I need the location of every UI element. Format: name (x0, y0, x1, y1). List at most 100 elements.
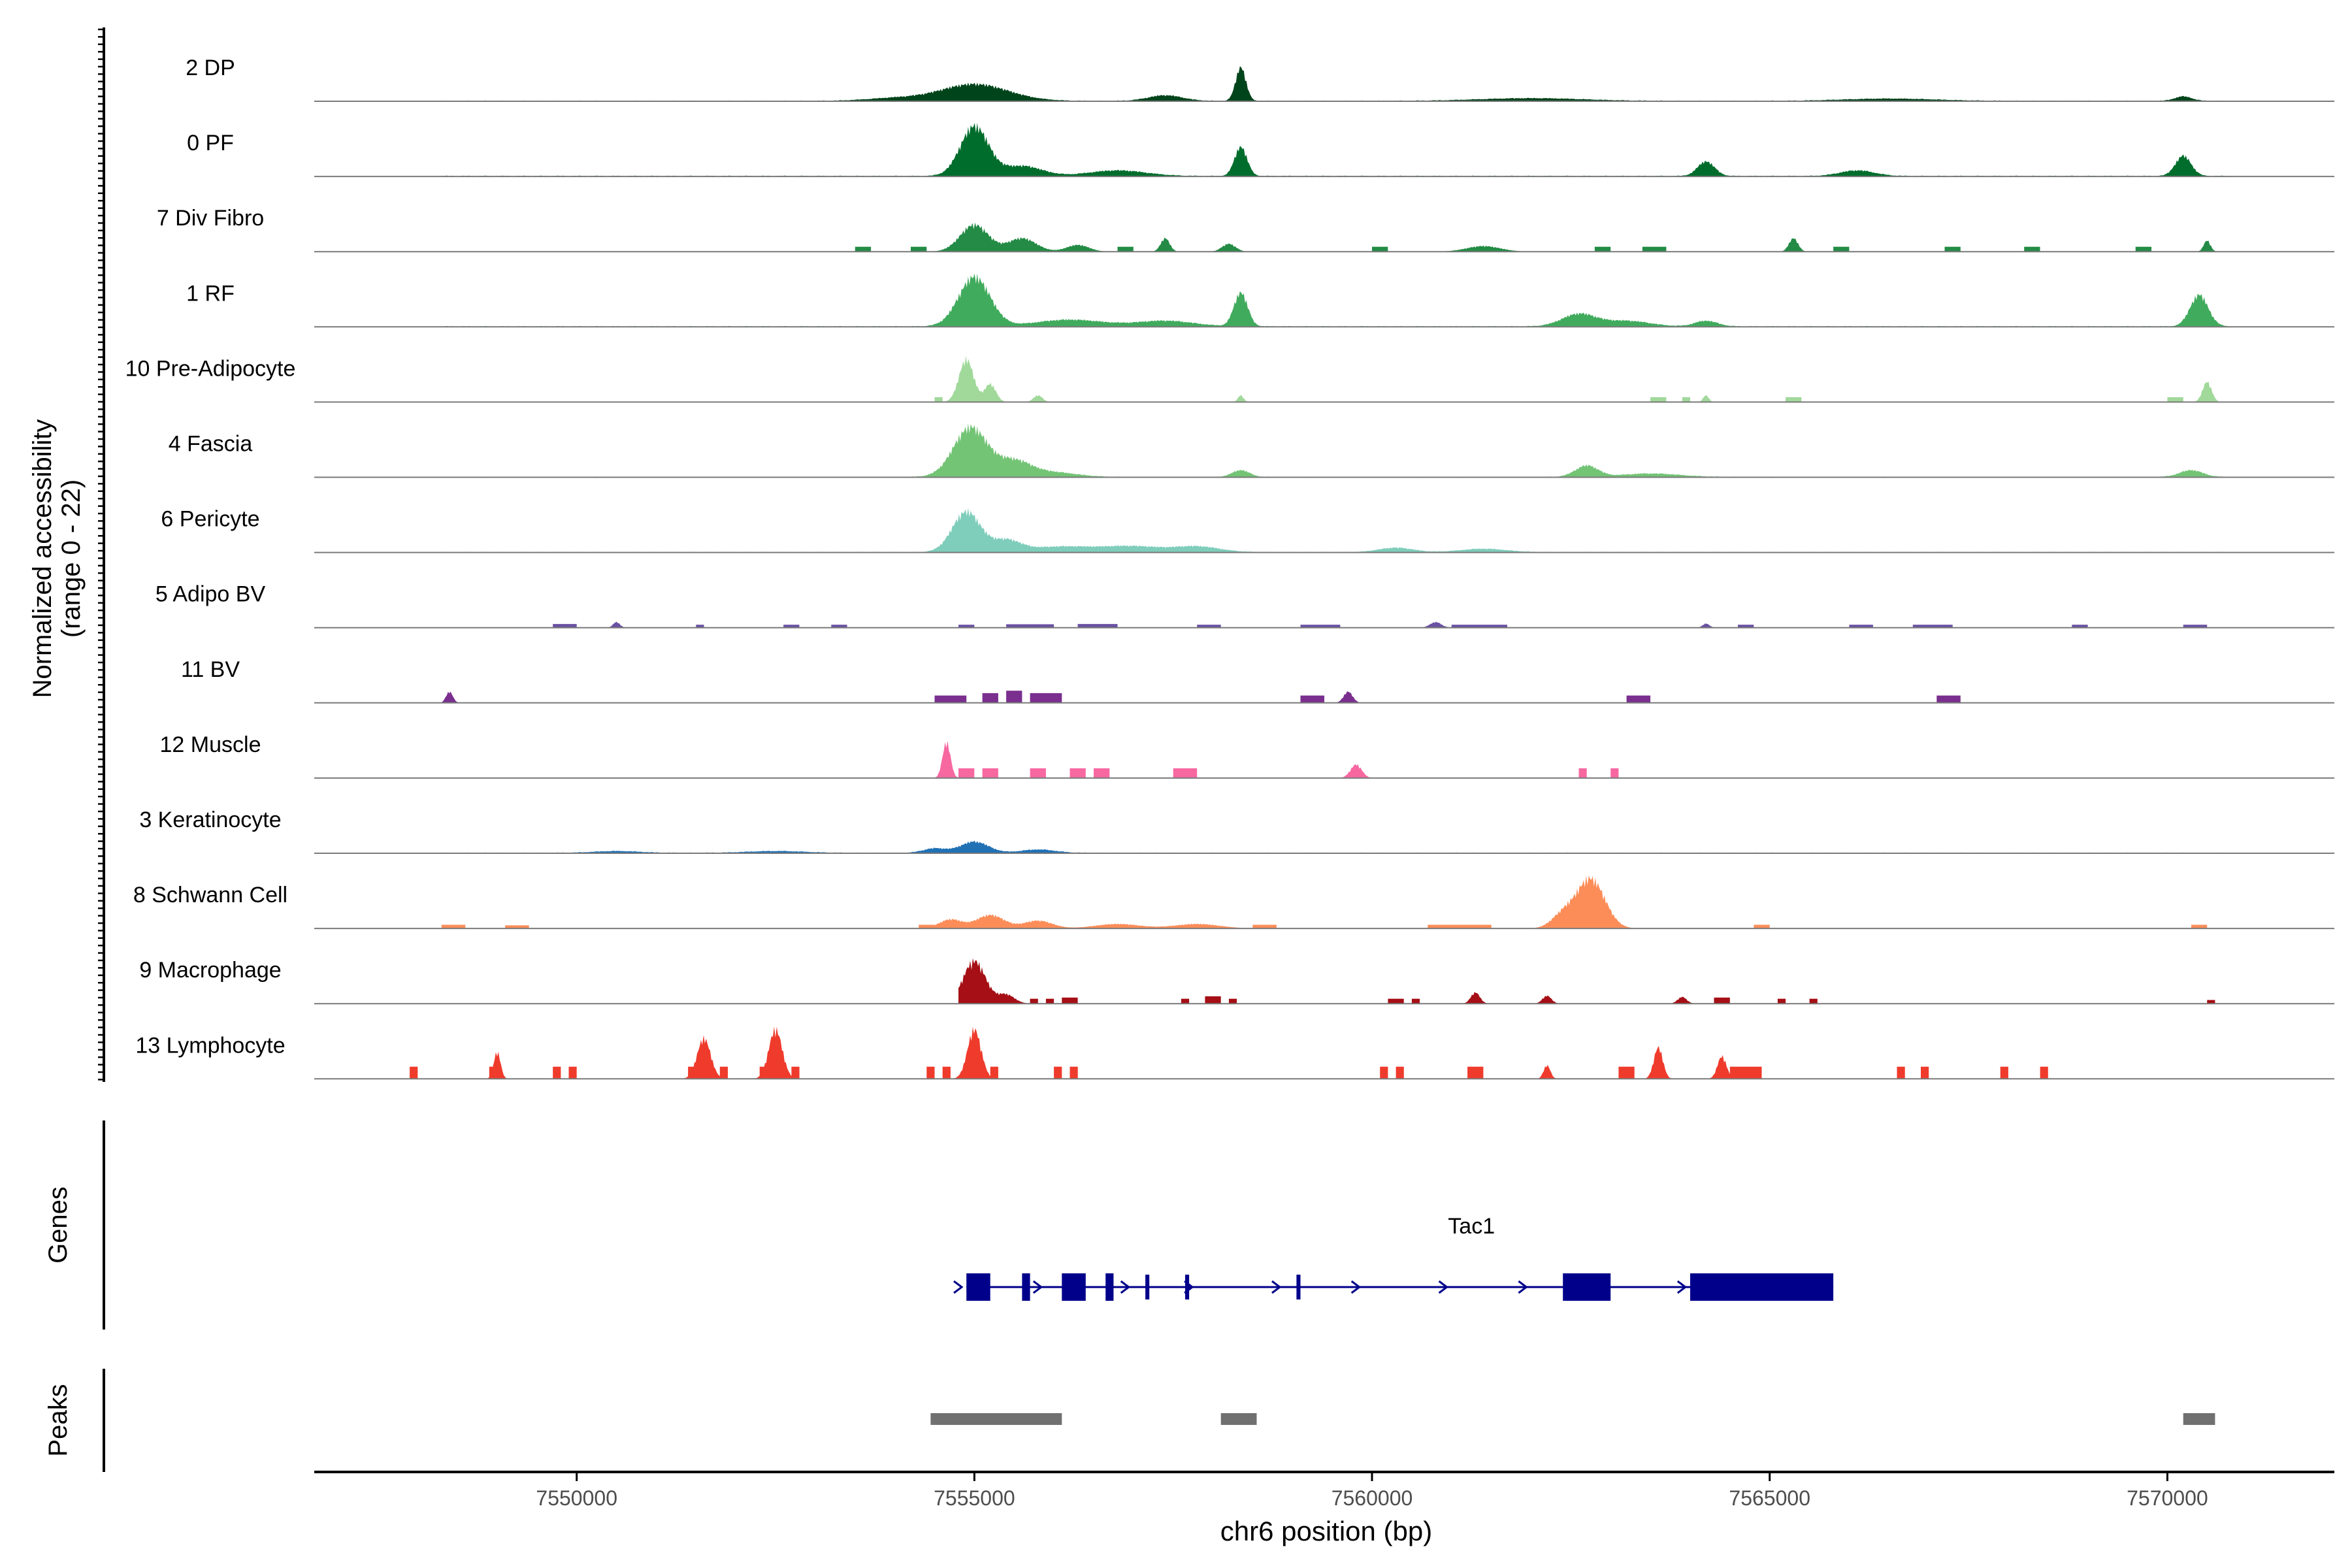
track-signal (926, 355, 2231, 402)
track-block (688, 1066, 712, 1079)
track-block (942, 1066, 951, 1079)
track-11: 3 Keratinocyte (139, 808, 2334, 854)
track-block (934, 397, 943, 402)
track-13: 9 Macrophage (139, 958, 2334, 1005)
track-block (919, 924, 935, 929)
track-signal (441, 273, 2231, 327)
track-block (1618, 1066, 1635, 1079)
gene-exon (1563, 1273, 1611, 1301)
x-tick-label: 7550000 (536, 1486, 617, 1510)
track-signal (441, 840, 2231, 853)
track-block (1006, 624, 1054, 628)
track-block (1936, 695, 1961, 703)
track-7: 6 Pericyte (161, 507, 2334, 553)
gene-exon (1062, 1273, 1086, 1301)
track-block (1921, 1066, 1929, 1079)
strand-arrow (1518, 1280, 1528, 1294)
track-block (1252, 924, 1277, 929)
track-block (505, 925, 529, 929)
track-block (1054, 1066, 1062, 1079)
track-block (568, 1066, 577, 1079)
track-block (553, 624, 577, 628)
track-signal (441, 875, 2231, 929)
track-block (926, 1066, 935, 1079)
track-signal (401, 1026, 2048, 1079)
track-block (1626, 695, 1651, 703)
track-label: 13 Lymphocyte (135, 1033, 285, 1058)
track-block (1030, 693, 1062, 703)
track-block (1030, 768, 1046, 778)
track-label: 1 RF (186, 281, 235, 306)
track-block (1833, 246, 1850, 252)
gene-exon (1145, 1275, 1150, 1299)
track-signal (441, 123, 2231, 177)
track-signal (441, 691, 1977, 703)
strand-arrow (1676, 1280, 1688, 1294)
track-label: 7 Div Fibro (157, 206, 264, 231)
track-label: 12 Muscle (160, 732, 261, 757)
track-block (2135, 246, 2151, 252)
x-tick-label: 7555000 (934, 1486, 1015, 1510)
strand-arrow (1438, 1280, 1449, 1294)
track-block (1070, 1066, 1078, 1079)
track-block (1181, 998, 1190, 1004)
track-label: 0 PF (187, 131, 234, 155)
track-block (1006, 691, 1022, 703)
track-signal (441, 508, 2231, 553)
track-signal (441, 66, 2231, 101)
track-block (1197, 625, 1221, 628)
track-block (855, 246, 872, 252)
track-label: 5 Adipo BV (155, 582, 266, 607)
track-block (1594, 246, 1611, 252)
track-10: 12 Muscle (160, 732, 2334, 779)
track-block (1094, 768, 1110, 778)
track-block (1117, 246, 1134, 252)
track-block (1396, 1066, 1404, 1079)
track-block (759, 1066, 776, 1079)
track-block (1380, 1066, 1388, 1079)
gene-exon (1022, 1273, 1030, 1301)
x-tick-label: 7565000 (1729, 1486, 1810, 1510)
track-block (1578, 768, 1587, 778)
genes-track: Tac1 (953, 1214, 1834, 1301)
track-block (1738, 625, 1754, 628)
track-block (982, 693, 998, 703)
track-3: 7 Div Fibro (157, 206, 2334, 253)
gene-exon (1296, 1275, 1301, 1299)
strand-arrow (953, 1280, 964, 1294)
track-block (1388, 998, 1404, 1004)
x-axis: 7550000 7555000 7560000 7565000 7570000 (314, 1471, 2334, 1510)
track-block (1077, 624, 1118, 628)
track-block (1714, 997, 1730, 1004)
gene-name: Tac1 (1448, 1214, 1495, 1239)
track-block (2207, 1000, 2215, 1004)
track-label: 9 Macrophage (139, 958, 281, 983)
gene-exon (1105, 1273, 1114, 1301)
track-label: 8 Schwann Cell (133, 883, 287, 907)
track-block (2167, 397, 2183, 402)
track-block (410, 1066, 418, 1079)
track-block (958, 625, 975, 628)
track-1: 2 DP (186, 56, 2334, 102)
track-block (2191, 924, 2208, 929)
track-block (1650, 397, 1667, 402)
track-block (1897, 1066, 1905, 1079)
track-block (489, 1066, 497, 1079)
track-block (831, 625, 847, 628)
y-axis (98, 27, 105, 1082)
track-block (1849, 625, 1873, 628)
track-2: 0 PF (187, 123, 2334, 178)
track-signal (958, 958, 2231, 1004)
track-block (1205, 996, 1221, 1004)
gene-exon (1185, 1275, 1190, 1299)
track-block (1062, 997, 1078, 1004)
track-block (1777, 998, 1786, 1004)
track-8: 5 Adipo BV (155, 582, 2334, 629)
track-block (1173, 768, 1198, 778)
track-label: 6 Pericyte (161, 507, 259, 532)
peak-region (2183, 1413, 2215, 1425)
track-block (783, 625, 800, 628)
peaks-label: Peaks (44, 1384, 73, 1456)
peak-region (930, 1413, 1062, 1425)
x-axis-label: chr6 position (bp) (1220, 1516, 1433, 1546)
